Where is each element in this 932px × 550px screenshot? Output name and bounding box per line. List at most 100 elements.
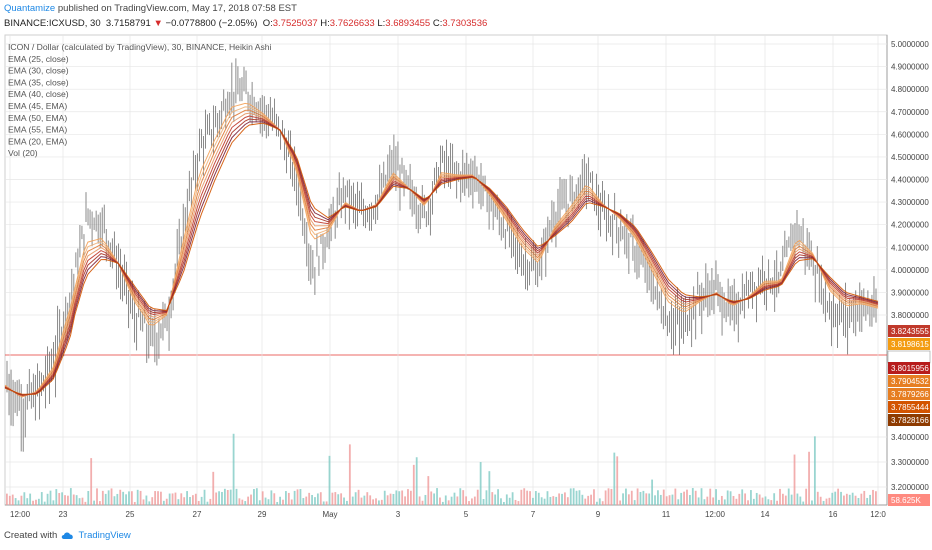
indicator-legend-item[interactable]: EMA (40, close) [8, 89, 69, 99]
volume-bar [183, 497, 186, 505]
volume-bar [171, 493, 174, 505]
volume-bar [55, 489, 58, 505]
x-tick-label: 7 [531, 510, 536, 519]
volume-bar [854, 495, 857, 505]
volume-bar [502, 501, 505, 505]
price-label: 3.7879266 [891, 390, 929, 399]
price-label: 58.625K [891, 496, 921, 505]
volume-bar [811, 500, 813, 505]
volume-bar [712, 497, 715, 505]
volume-bar [35, 499, 37, 505]
volume-bar [444, 495, 447, 505]
volume-bar [837, 488, 840, 505]
volume-bar [180, 493, 183, 505]
volume-bar [136, 489, 139, 505]
y-tick-label: 4.5000000 [891, 153, 929, 162]
volume-bar [273, 493, 276, 505]
volume-bar [703, 499, 706, 505]
volume-bar [471, 498, 473, 505]
tradingview-brand-link[interactable]: TradingView [78, 530, 131, 542]
indicator-legend-item[interactable]: EMA (30, close) [8, 66, 69, 76]
volume-bar [439, 497, 441, 505]
volume-bar [412, 464, 415, 505]
volume-bar [686, 489, 688, 505]
volume-bar [819, 496, 822, 505]
volume-bar [392, 493, 395, 505]
price-label-box [888, 401, 930, 413]
ema-line [4, 109, 879, 397]
volume-bar [238, 498, 241, 505]
volume-bar [87, 490, 90, 505]
volume-bar [610, 488, 613, 505]
series-title[interactable]: ICON / Dollar (calculated by TradingView… [8, 42, 272, 52]
volume-bar [296, 489, 299, 505]
volume-bar [805, 488, 808, 505]
volume-bar [549, 496, 552, 505]
volume-bar [790, 494, 793, 505]
volume-bar [761, 497, 764, 505]
volume-bar [61, 492, 64, 505]
volume-bar [595, 501, 598, 505]
volume-bar [866, 497, 869, 505]
volume-bar [244, 501, 247, 505]
volume-bar [508, 497, 511, 505]
indicator-legend-item[interactable]: Vol (20) [8, 148, 38, 158]
volume-bar [441, 501, 444, 505]
volume-bar [715, 489, 717, 505]
volume-bar [578, 490, 581, 505]
author-link[interactable]: Quantamize [4, 3, 56, 14]
indicator-legend-item[interactable]: EMA (25, close) [8, 54, 69, 64]
indicator-legend-item[interactable]: EMA (45, EMA) [8, 101, 67, 111]
volume-bar [654, 495, 656, 505]
volume-bar [561, 493, 563, 505]
volume-bar [75, 495, 78, 505]
x-tick-label: 29 [258, 510, 267, 519]
volume-bar [779, 488, 781, 505]
volume-bar [49, 490, 52, 505]
volume-bar [558, 493, 561, 505]
volume-bar [363, 495, 366, 505]
volume-bar [482, 498, 485, 505]
volume-bar [276, 501, 279, 505]
volume-bar [787, 488, 790, 505]
volume-bar [575, 490, 578, 505]
volume-bar [404, 496, 406, 505]
volume-bar [151, 497, 154, 505]
volume-bar [555, 496, 558, 505]
volume-bar [450, 496, 453, 505]
ema-line [4, 121, 879, 396]
indicator-legend-item[interactable]: EMA (35, close) [8, 77, 69, 87]
indicator-legend-item[interactable]: EMA (50, EMA) [8, 113, 67, 123]
volume-bar [372, 499, 375, 505]
indicator-legend-item[interactable]: EMA (20, EMA) [8, 136, 67, 146]
volume-bar [93, 500, 95, 505]
volume-bar [40, 492, 43, 505]
volume-bar [293, 490, 296, 505]
volume-bar [78, 498, 81, 505]
x-tick-label: 11 [662, 510, 671, 519]
volume-bar [264, 497, 267, 505]
volume-bar [534, 491, 537, 505]
x-tick-label: 9 [596, 510, 601, 519]
volume-bar [375, 498, 377, 505]
volume-bar [11, 494, 14, 505]
y-tick-label: 4.3000000 [891, 198, 929, 207]
symbol-label: BINANCE:ICXUSD, 30 [4, 18, 101, 29]
volume-bar [37, 498, 40, 505]
volume-bar [154, 491, 157, 505]
volume-bar [218, 491, 220, 505]
volume-bar [226, 490, 229, 505]
volume-bar [488, 471, 491, 505]
volume-bar [17, 500, 20, 505]
volume-bar [520, 489, 523, 505]
volume-bar [587, 495, 590, 505]
indicator-legend-item[interactable]: EMA (55, EMA) [8, 125, 67, 135]
volume-bar [209, 498, 212, 505]
price-label: 3.7855444 [891, 403, 929, 412]
volume-bar [683, 491, 685, 505]
volume-bar [784, 495, 787, 505]
volume-bar [162, 500, 165, 505]
volume-bar [418, 496, 421, 505]
volume-bar [215, 492, 218, 505]
